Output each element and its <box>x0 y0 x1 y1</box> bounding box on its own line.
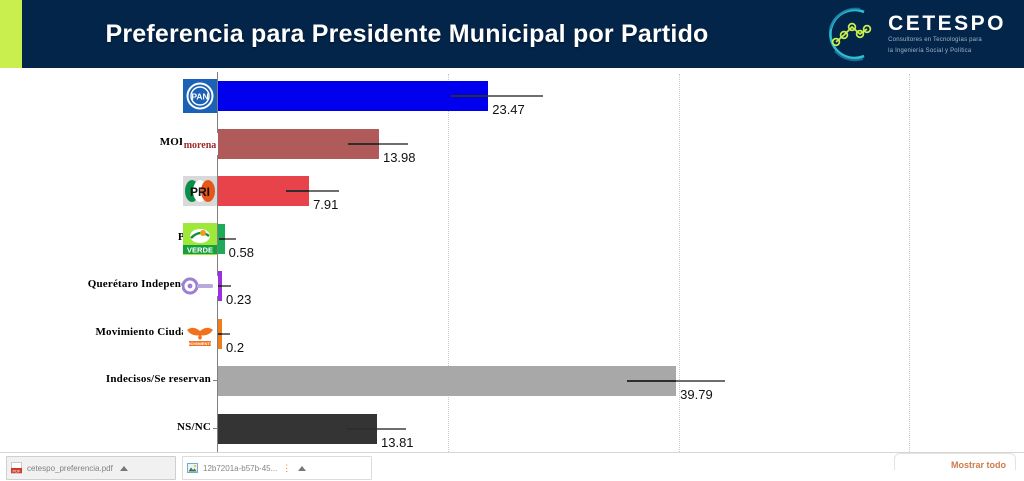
chart-row: PRIPRI7.91 <box>183 167 1024 215</box>
gridline <box>448 74 450 456</box>
value-label: 0.2 <box>226 339 245 355</box>
error-bar <box>219 237 237 240</box>
pri-logo-icon: PRI <box>182 173 218 209</box>
show-all-pill <box>894 453 1016 470</box>
download-item[interactable]: PDF cetespo_preferencia.pdf <box>6 456 176 480</box>
value-label: 39.79 <box>680 387 713 402</box>
cetespo-logo-name: CETESPO <box>888 11 1006 35</box>
error-bar <box>218 332 230 335</box>
download-item-name: 12b7201a-b57b-45... <box>203 463 278 473</box>
bar-chart: PANPAN23.47MORENAmorena13.98PRIPRI7.91PV… <box>0 68 1024 456</box>
pan-logo-icon: PAN <box>182 78 218 114</box>
bar <box>218 366 677 396</box>
value-label: 0.23 <box>226 292 252 307</box>
category-label: NS/NC <box>176 420 211 433</box>
axis-tick <box>213 380 218 381</box>
error-bar-inner <box>450 95 489 97</box>
chevron-up-icon[interactable] <box>298 465 307 471</box>
error-bar-inner <box>285 190 310 192</box>
chart-row: MORENAmorena13.98 <box>160 120 1024 168</box>
svg-text:PRI: PRI <box>190 185 210 199</box>
y-axis-line <box>217 72 218 452</box>
category-label: Querétaro Independiente <box>87 278 211 290</box>
gridline <box>908 74 910 456</box>
axis-tick <box>213 427 218 429</box>
bar <box>218 81 489 111</box>
page-title: Preferencia para Presidente Municipal po… <box>105 19 709 48</box>
error-bar-inner <box>219 237 225 240</box>
download-item-name: cetespo_preferencia.pdf <box>27 463 113 473</box>
chart-row: PVEMVERDE0.58 <box>178 215 1024 263</box>
category-label: Indecisos/Se reservan <box>105 373 211 385</box>
chart-row: Querétaro Independiente 0.23 <box>88 262 1024 310</box>
svg-text:PAN: PAN <box>191 92 208 102</box>
pdf-icon: PDF <box>11 462 22 474</box>
morena-logo-icon: morena <box>182 126 218 162</box>
value-label: 23.47 <box>492 102 525 117</box>
pvem-logo-icon: VERDE <box>182 221 218 257</box>
error-bar-inner <box>346 427 377 430</box>
gridline <box>678 74 680 456</box>
svg-text:PDF: PDF <box>13 468 22 473</box>
svg-text:morena: morena <box>184 140 217 151</box>
svg-text:MOVIMIENTO: MOVIMIENTO <box>187 341 213 346</box>
cetespo-logo-tagline-line2: la Ingeniería Social y Política <box>888 47 972 54</box>
value-label: 13.98 <box>382 149 416 165</box>
chart-row: PANPAN23.47 <box>183 72 1024 120</box>
chart-row: Indecisos/Se reservan 39.79 <box>106 357 1024 405</box>
download-item[interactable]: 12b7201a-b57b-45... ⋮ <box>182 456 372 480</box>
error-bar-inner <box>348 142 379 145</box>
network-graph-icon <box>829 7 872 62</box>
svg-text:VERDE: VERDE <box>187 245 213 254</box>
value-label: 0.58 <box>228 244 254 260</box>
error-bar-inner <box>218 332 222 335</box>
error-bar-inner <box>626 380 677 382</box>
error-bar <box>218 285 231 287</box>
image-icon <box>187 463 198 473</box>
value-label: 7.91 <box>313 197 339 212</box>
header-accent-bar <box>0 0 22 68</box>
value-label: 13.81 <box>381 434 414 450</box>
cetespo-logo-mark-icon <box>820 5 880 63</box>
cetespo-logo-tagline-line1: Consultores en Tecnologías para <box>888 36 982 43</box>
error-bar <box>450 95 543 97</box>
plot-area: PANPAN23.47MORENAmorena13.98PRIPRI7.91PV… <box>88 72 1024 456</box>
show-all-button[interactable]: Mostrar todo <box>951 460 1006 470</box>
movimiento-ciudadano-logo-icon: MOVIMIENTO <box>182 316 218 352</box>
download-item-menu-icon[interactable]: ⋮ <box>282 462 292 473</box>
error-bar-inner <box>218 285 222 287</box>
category-label: Movimiento Ciudadano <box>95 325 211 338</box>
error-bar <box>285 190 339 192</box>
chart-row: NS/NC 13.81 <box>177 405 1024 453</box>
queretaro-independiente-logo-icon <box>182 268 218 304</box>
chart-row: Movimiento Ciudadano MOVIMIENTO 0.2 <box>95 310 1024 358</box>
chevron-up-icon[interactable] <box>119 465 128 471</box>
browser-download-bar: PDF cetespo_preferencia.pdf 12b7201a-b57… <box>0 452 1024 481</box>
page-header: Preferencia para Presidente Municipal po… <box>0 0 1024 68</box>
cetespo-logo: CETESPO Consultores en Tecnologías para … <box>820 3 1006 65</box>
cetespo-logo-text: CETESPO Consultores en Tecnologías para … <box>888 13 1006 55</box>
